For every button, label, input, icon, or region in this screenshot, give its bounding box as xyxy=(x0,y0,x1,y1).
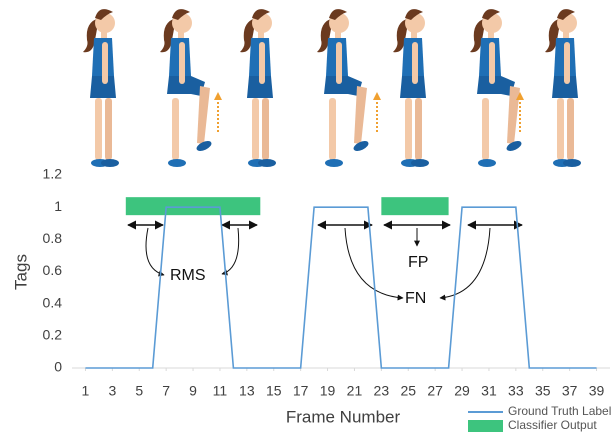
x-tick-label: 23 xyxy=(374,383,390,399)
error-arrows xyxy=(128,225,522,298)
x-tick-label: 35 xyxy=(535,383,551,399)
x-axis-title: Frame Number xyxy=(286,407,401,426)
x-tick-label: 15 xyxy=(266,383,282,399)
x-tick-label: 17 xyxy=(293,383,309,399)
x-tick-label: 5 xyxy=(135,383,143,399)
x-tick-label: 7 xyxy=(162,383,170,399)
x-tick-label: 27 xyxy=(427,383,443,399)
x-tick-label: 3 xyxy=(108,383,116,399)
x-tick-label: 37 xyxy=(562,383,578,399)
x-tick-label: 33 xyxy=(508,383,524,399)
series-line xyxy=(85,207,596,368)
y-tick-label: 0.2 xyxy=(43,327,63,343)
classifier-segment xyxy=(381,197,448,215)
legend-swatch xyxy=(468,420,503,432)
chart: RMS FP FN Frame Number Tags 0 0.2 0.4 0.6 0.… xyxy=(0,0,616,440)
legend-label: Ground Truth Label xyxy=(508,404,611,418)
y-tick-label: 0.8 xyxy=(43,230,63,246)
x-tick-label: 39 xyxy=(589,383,605,399)
x-tick-label: 21 xyxy=(347,383,363,399)
x-tick-label: 25 xyxy=(400,383,416,399)
annotation: RMS xyxy=(170,267,206,284)
y-tick-label: 0 xyxy=(54,359,62,375)
x-tick-label: 29 xyxy=(454,383,470,399)
x-tick-label: 13 xyxy=(239,383,255,399)
illustration xyxy=(83,9,581,167)
x-tick-label: 19 xyxy=(320,383,336,399)
classifier-segment xyxy=(126,197,260,215)
y-axis-title: Tags xyxy=(11,254,30,290)
annotation: FN xyxy=(405,290,426,307)
x-tick-label: 31 xyxy=(481,383,497,399)
y-tick-label: 0.6 xyxy=(43,262,63,278)
x-tick-label: 11 xyxy=(213,383,228,399)
x-tick-label: 9 xyxy=(189,383,197,399)
annotation: FP xyxy=(408,254,428,271)
y-tick-label: 1.2 xyxy=(43,166,63,182)
x-tick-label: 1 xyxy=(82,383,90,399)
legend-label: Classifier Output xyxy=(508,418,597,432)
y-tick-label: 1 xyxy=(54,198,62,214)
y-tick-label: 0.4 xyxy=(43,294,63,310)
